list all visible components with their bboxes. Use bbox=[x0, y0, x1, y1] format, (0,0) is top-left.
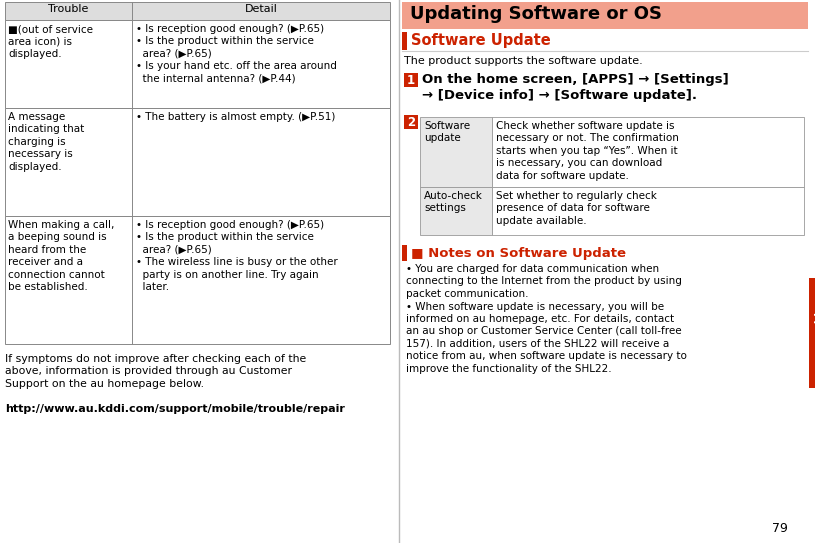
Bar bbox=[420, 187, 492, 235]
Text: Set whether to regularly check
presence of data for software
update available.: Set whether to regularly check presence … bbox=[496, 191, 657, 226]
Text: Detail: Detail bbox=[244, 4, 277, 14]
Text: Software Update: Software Update bbox=[411, 33, 551, 48]
Text: • When software update is necessary, you will be
informed on au homepage, etc. F: • When software update is necessary, you… bbox=[406, 301, 687, 374]
Text: 2: 2 bbox=[407, 116, 415, 129]
Bar bbox=[404, 73, 418, 87]
Text: http://www.au.kddi.com/support/mobile/trouble/repair: http://www.au.kddi.com/support/mobile/tr… bbox=[5, 404, 345, 414]
Bar bbox=[402, 245, 407, 261]
Bar bbox=[5, 2, 390, 20]
Text: Check whether software update is
necessary or not. The confirmation
starts when : Check whether software update is necessa… bbox=[496, 121, 679, 181]
Text: ■ Notes on Software Update: ■ Notes on Software Update bbox=[411, 247, 626, 260]
Text: Appendix: Appendix bbox=[813, 305, 815, 361]
Text: • Is reception good enough? (▶P.65)
• Is the product within the service
  area? : • Is reception good enough? (▶P.65) • Is… bbox=[136, 220, 337, 292]
Text: A message
indicating that
charging is
necessary is
displayed.: A message indicating that charging is ne… bbox=[8, 112, 84, 172]
Text: 1: 1 bbox=[407, 74, 415, 87]
Bar bbox=[402, 32, 407, 50]
Text: Auto-check
settings: Auto-check settings bbox=[424, 191, 482, 213]
Text: The product supports the software update.: The product supports the software update… bbox=[404, 56, 643, 66]
Text: Trouble: Trouble bbox=[48, 4, 89, 14]
Text: If symptoms do not improve after checking each of the
above, information is prov: If symptoms do not improve after checkin… bbox=[5, 354, 306, 389]
Bar bbox=[402, 2, 808, 29]
Text: • Is reception good enough? (▶P.65)
• Is the product within the service
  area? : • Is reception good enough? (▶P.65) • Is… bbox=[136, 24, 337, 84]
Bar bbox=[420, 117, 492, 187]
Bar bbox=[5, 108, 390, 216]
Bar bbox=[809, 278, 815, 388]
Text: Updating Software or OS: Updating Software or OS bbox=[410, 5, 662, 23]
Text: When making a call,
a beeping sound is
heard from the
receiver and a
connection : When making a call, a beeping sound is h… bbox=[8, 220, 114, 292]
Bar bbox=[492, 117, 804, 187]
Text: • You are charged for data communication when
connecting to the Internet from th: • You are charged for data communication… bbox=[406, 264, 682, 299]
Bar bbox=[404, 115, 418, 129]
Text: • The battery is almost empty. (▶P.51): • The battery is almost empty. (▶P.51) bbox=[136, 112, 336, 122]
Text: 79: 79 bbox=[772, 522, 788, 535]
Bar bbox=[492, 187, 804, 235]
Bar bbox=[5, 20, 390, 108]
Text: ■(out of service
area icon) is
displayed.: ■(out of service area icon) is displayed… bbox=[8, 24, 93, 59]
Bar bbox=[5, 216, 390, 344]
Text: On the home screen, [APPS] → [Settings]
→ [Device info] → [Software update].: On the home screen, [APPS] → [Settings] … bbox=[422, 73, 729, 102]
Text: Software
update: Software update bbox=[424, 121, 470, 143]
